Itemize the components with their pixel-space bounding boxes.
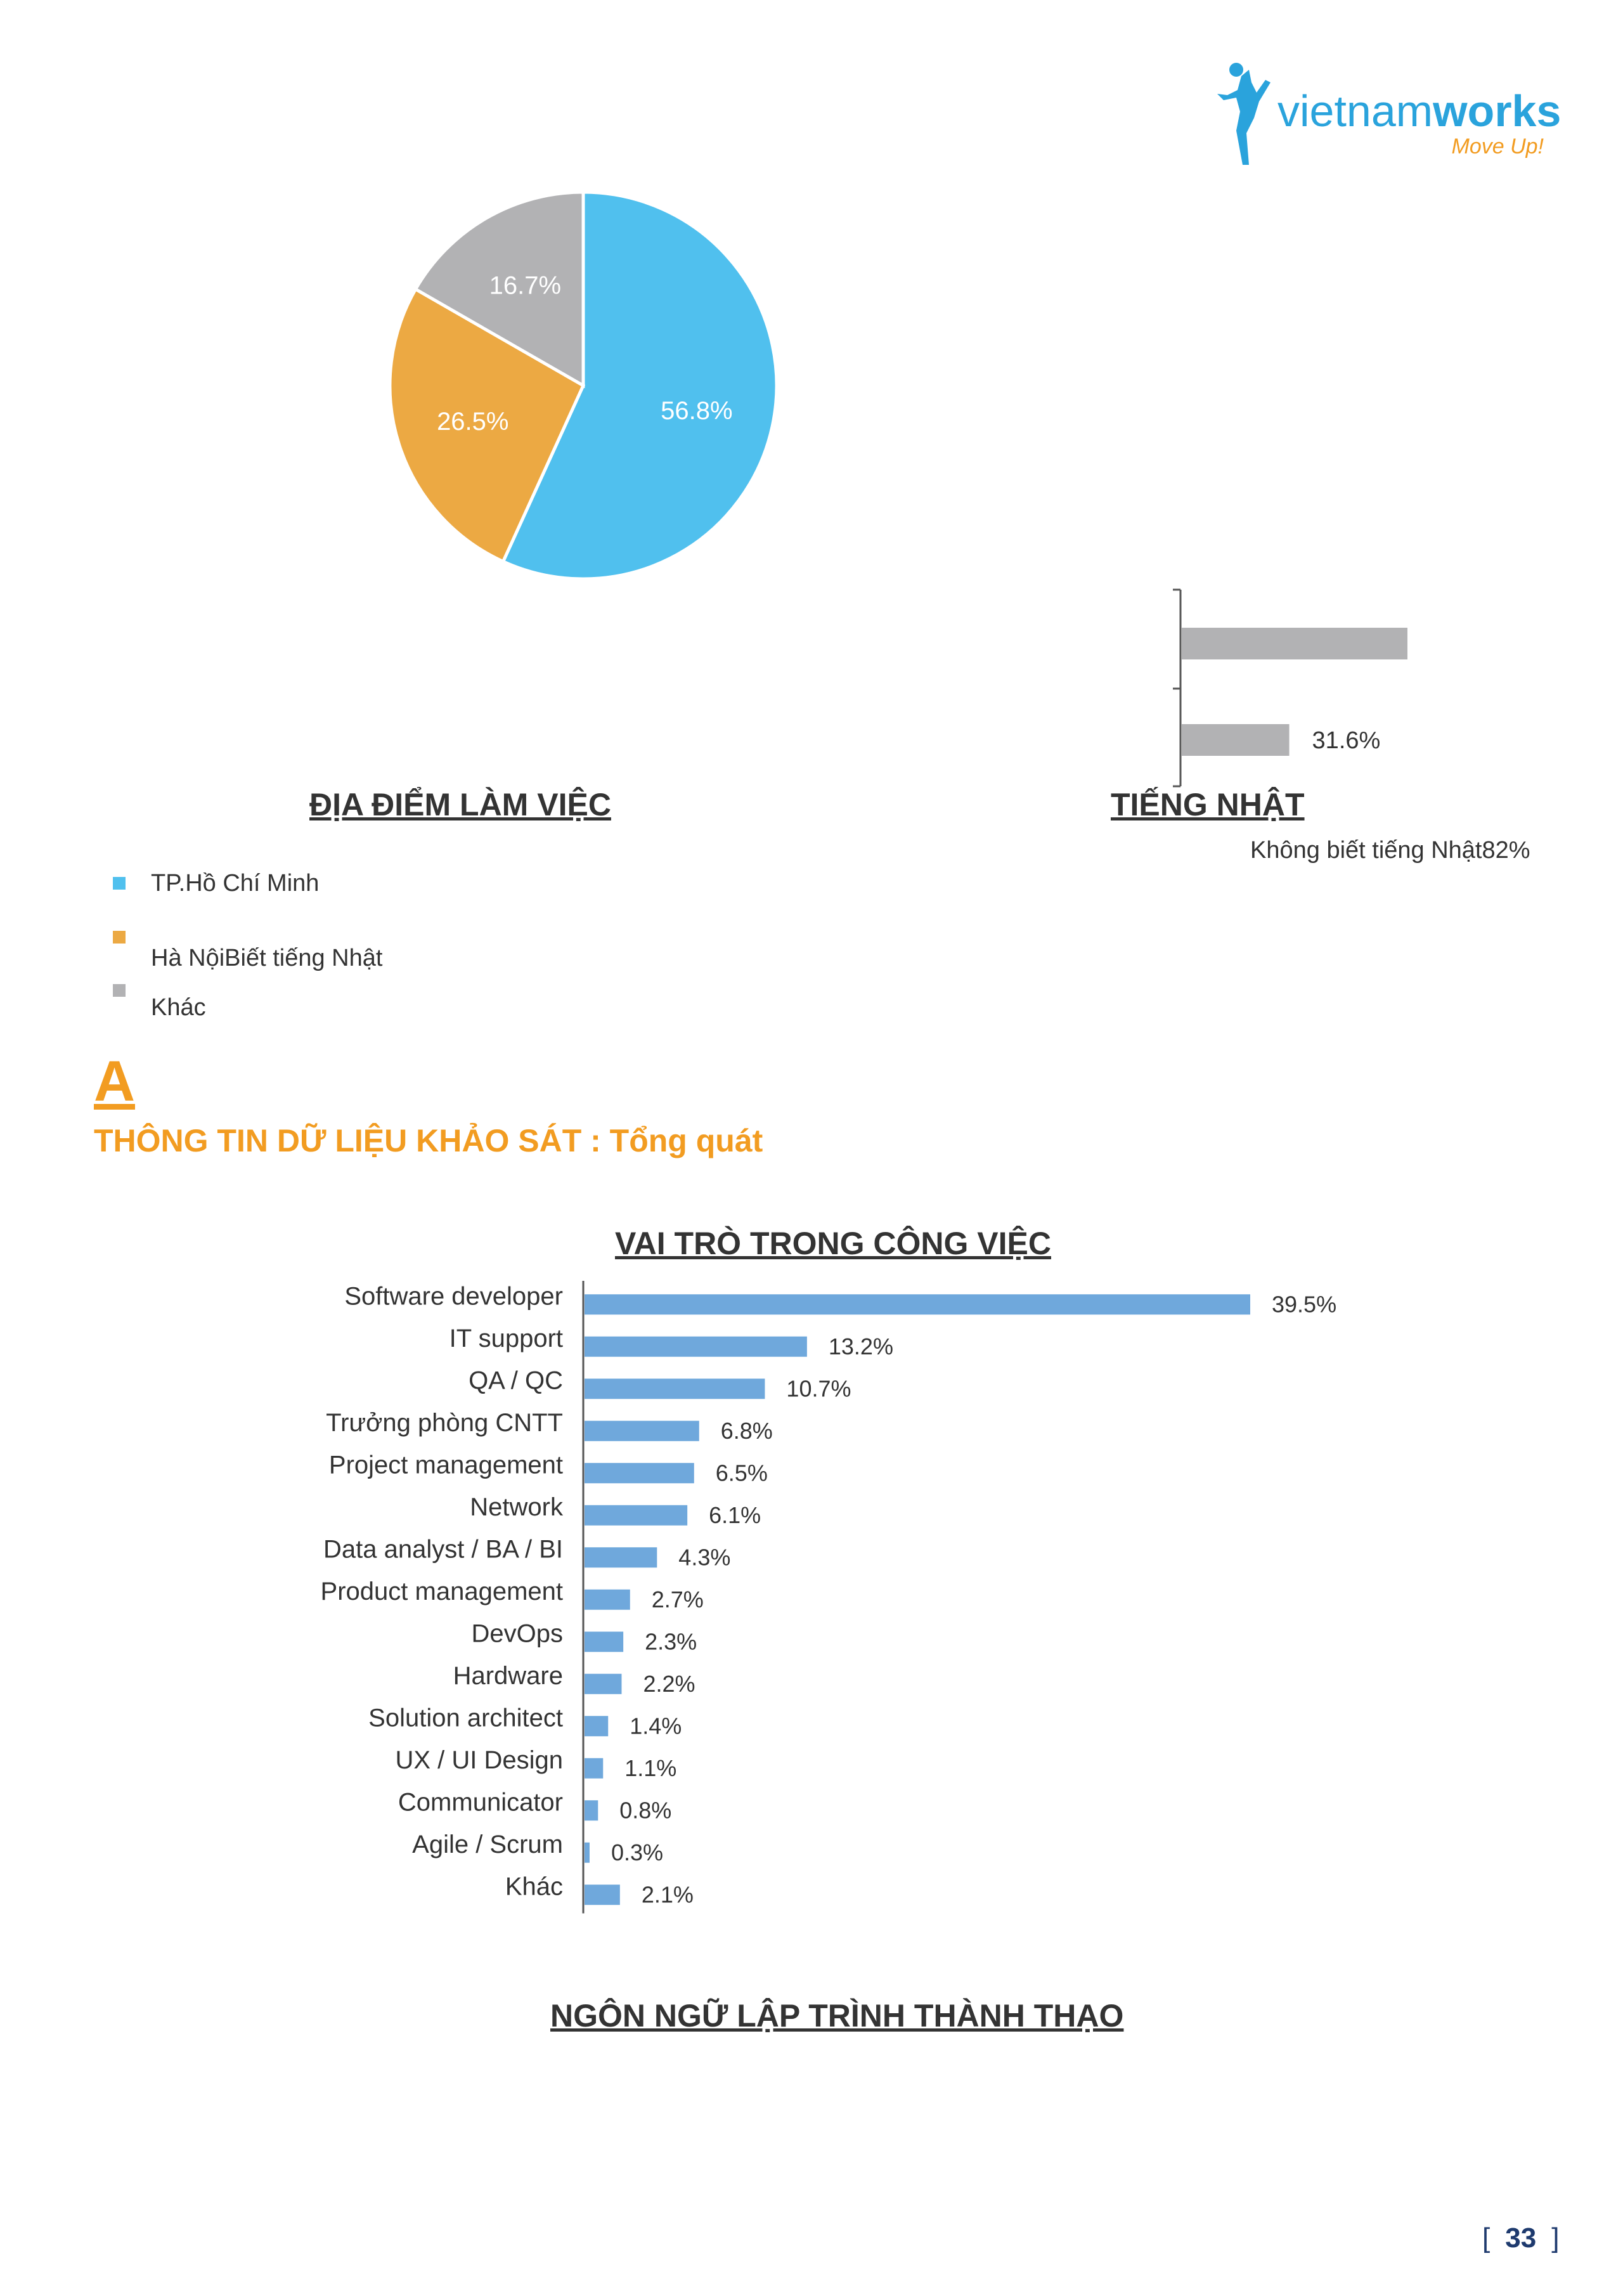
- japanese-bar-label-1: 31.6%: [1312, 727, 1381, 754]
- page-number-value: 33: [1505, 2222, 1537, 2254]
- roles-value-label-12: 0.8%: [619, 1797, 671, 1823]
- pie-slice-0: [501, 190, 779, 581]
- pie-label-1: 26.5%: [437, 408, 508, 436]
- roles-category-label-3: Trưởng phòng CNTT: [326, 1409, 563, 1437]
- japanese-caption: Không biết tiếng Nhật82%: [1250, 837, 1530, 864]
- roles-bar-0: [585, 1294, 1250, 1315]
- roles-bar-12: [585, 1800, 598, 1821]
- roles-category-label-0: Software developer: [344, 1282, 563, 1310]
- logo-word-bold: works: [1433, 86, 1562, 136]
- roles-value-label-11: 1.1%: [624, 1755, 676, 1781]
- section-letter: A: [94, 1050, 135, 1113]
- roles-value-label-9: 2.2%: [643, 1671, 695, 1697]
- roles-bar-11: [585, 1758, 604, 1779]
- legend-swatch-hanoi: [113, 931, 126, 944]
- roles-value-label-3: 6.8%: [721, 1418, 773, 1444]
- roles-value-label-2: 10.7%: [786, 1375, 851, 1401]
- roles-value-label-1: 13.2%: [829, 1333, 893, 1359]
- section-title: THÔNG TIN DỮ LIỆU KHẢO SÁT : Tổng quát: [94, 1123, 763, 1158]
- roles-value-label-0: 39.5%: [1272, 1291, 1336, 1317]
- roles-category-label-7: Product management: [321, 1578, 563, 1605]
- roles-value-label-7: 2.7%: [652, 1586, 704, 1612]
- roles-value-label-6: 4.3%: [678, 1544, 730, 1570]
- roles-value-label-14: 2.1%: [642, 1881, 694, 1907]
- roles-bar-8: [585, 1631, 624, 1652]
- roles-bar-4: [585, 1463, 694, 1484]
- roles-category-label-10: Solution architect: [368, 1704, 563, 1732]
- japanese-bar-chart: 31.6%: [1173, 588, 1407, 788]
- roles-category-label-12: Communicator: [398, 1788, 563, 1816]
- roles-bar-10: [585, 1716, 609, 1737]
- logo-runner-icon: [1217, 63, 1271, 165]
- legend-label-hcm: TP.Hồ Chí Minh: [151, 870, 320, 897]
- pie-slice-2: [413, 190, 585, 389]
- roles-heading: VAI TRÒ TRONG CÔNG VIỆC: [615, 1226, 1051, 1261]
- roles-bar-2: [585, 1378, 765, 1399]
- location-pie-chart: 56.8% 26.5% 16.7%: [388, 190, 779, 581]
- roles-bar-chart: Software developer 39.5% IT support 13.2% QA…: [321, 1281, 1336, 1914]
- japanese-bar-0: [1182, 628, 1407, 659]
- roles-category-label-11: UX / UI Design: [395, 1746, 563, 1774]
- japanese-bar-1: [1182, 724, 1290, 756]
- legend-label-hanoi: Hà NộiBiết tiếng Nhật: [151, 945, 383, 971]
- languages-heading: NGÔN NGỮ LẬP TRÌNH THÀNH THẠO: [550, 1998, 1124, 2033]
- roles-category-label-14: Khác: [505, 1872, 563, 1900]
- roles-value-label-4: 6.5%: [716, 1460, 768, 1486]
- roles-value-label-10: 1.4%: [630, 1713, 682, 1739]
- roles-bar-7: [585, 1589, 630, 1610]
- roles-category-label-13: Agile / Scrum: [412, 1831, 563, 1858]
- roles-bar-3: [585, 1420, 699, 1441]
- roles-category-label-8: DevOps: [472, 1619, 564, 1647]
- roles-category-label-1: IT support: [449, 1325, 563, 1352]
- japanese-heading: TIẾNG NHẬT: [1111, 787, 1305, 822]
- page-number: [33]: [1482, 2222, 1560, 2254]
- roles-value-label-13: 0.3%: [611, 1839, 663, 1865]
- roles-bar-9: [585, 1673, 622, 1694]
- location-heading: ĐỊA ĐIỂM LÀM VIỆC: [309, 787, 611, 822]
- legend-swatch-other: [113, 984, 126, 997]
- roles-bar-13: [585, 1842, 590, 1863]
- roles-bar-14: [585, 1884, 620, 1905]
- pie-slice-1: [388, 287, 586, 564]
- logo-wordmark: vietnamworks: [1277, 89, 1561, 133]
- roles-category-label-4: Project management: [329, 1451, 563, 1479]
- roles-value-label-8: 2.3%: [645, 1628, 697, 1654]
- roles-value-label-5: 6.1%: [709, 1502, 761, 1528]
- pie-label-0: 56.8%: [661, 397, 732, 425]
- pie-label-2: 16.7%: [489, 272, 561, 300]
- roles-bar-1: [585, 1336, 807, 1357]
- roles-category-label-5: Network: [470, 1493, 564, 1521]
- roles-category-label-9: Hardware: [453, 1662, 563, 1690]
- roles-category-label-2: QA / QC: [469, 1366, 563, 1394]
- legend-label-other: Khác: [151, 994, 206, 1021]
- legend-swatch-hcm: [113, 877, 126, 890]
- roles-bar-6: [585, 1547, 657, 1568]
- logo-word-light: vietnam: [1277, 86, 1433, 136]
- roles-bar-5: [585, 1505, 688, 1526]
- roles-category-label-6: Data analyst / BA / BI: [323, 1535, 563, 1563]
- logo-tagline: Move Up!: [1451, 134, 1544, 159]
